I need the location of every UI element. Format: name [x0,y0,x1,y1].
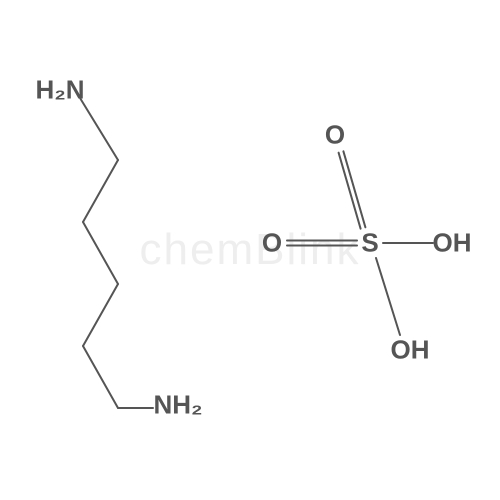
label-nh2-top: H₂N [35,75,84,106]
label-nh2-bottom: NH₂ [153,390,202,421]
label-o-left: O [262,228,282,259]
label-oh-right: OH [433,228,472,259]
atom-labels: H₂N NH₂ O O S OH OH [0,0,500,500]
label-oh-bottom: OH [391,335,430,366]
label-s-center: S [361,228,378,259]
label-o-top: O [325,120,345,151]
